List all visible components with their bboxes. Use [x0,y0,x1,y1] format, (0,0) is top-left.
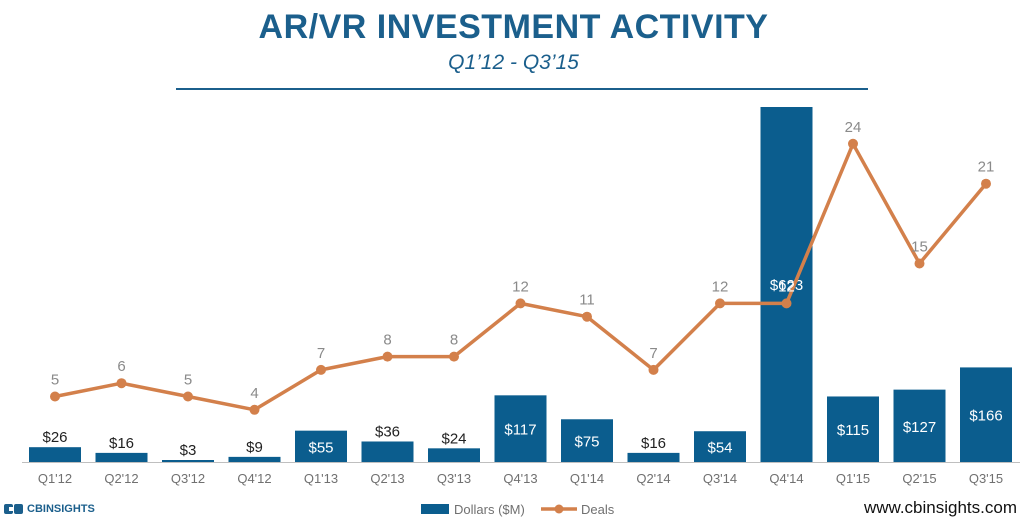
x-tick-label-13: Q2'15 [902,471,936,486]
deals-point-4 [316,364,326,375]
deals-label-0: 5 [51,372,59,389]
bar-14 [960,367,1012,462]
deals-point-12 [848,138,858,149]
deals-point-5 [382,351,393,362]
bar-10 [694,431,746,462]
x-tick-label-4: Q1'13 [304,471,338,486]
deals-label-9: 7 [649,345,657,362]
cbinsights-logo: CBINSIGHTS [4,503,95,515]
x-tick-label-2: Q3'12 [171,471,205,486]
bar-13 [893,389,946,462]
bar-2 [162,460,214,462]
deals-point-9 [648,364,659,375]
x-tick-label-0: Q1'12 [38,471,72,486]
bar-value-label-1: $16 [109,435,134,452]
deals-label-4: 7 [317,345,325,362]
bar-value-label-12: $115 [837,422,869,439]
chart-title: AR/VR INVESTMENT ACTIVITY [258,8,769,46]
bar-value-label-5: $36 [375,423,400,440]
bar-7 [494,395,547,462]
legend-deals-marker [554,504,564,514]
bar-value-label-14: $166 [969,408,1002,425]
bar-1 [95,452,148,462]
deals-label-5: 8 [383,332,391,349]
bar-9 [627,452,680,462]
deals-label-6: 8 [450,332,458,349]
logo-text: CBINSIGHTS [27,503,95,515]
bar-5 [361,441,414,462]
bar-value-label-10: $54 [707,440,732,457]
bar-value-label-7: $117 [504,422,536,439]
deals-point-11 [781,298,792,309]
x-tick-label-9: Q2'14 [636,471,670,486]
chart-subtitle: Q1’12 - Q3’15 [448,51,579,74]
deals-label-14: 21 [978,159,995,176]
bar-value-label-0: $26 [42,429,67,446]
bar-11 [760,107,813,462]
deals-point-3 [249,404,260,415]
deals-point-7 [515,298,526,309]
cbinsights-logo-icon [4,504,23,514]
x-tick-label-1: Q2'12 [104,471,138,486]
deals-label-11: 12 [778,278,795,295]
bar-8 [561,419,613,462]
bar-value-label-9: $16 [641,435,666,452]
x-tick-label-14: Q3'15 [969,471,1003,486]
x-tick-label-10: Q3'14 [703,471,737,486]
title-divider [176,88,868,90]
deals-label-1: 6 [117,358,125,375]
bar-3 [228,456,281,462]
x-tick-label-5: Q2'13 [370,471,404,486]
deals-label-7: 12 [512,278,529,295]
deals-point-6 [449,351,459,362]
bar-4 [295,430,347,462]
deals-point-13 [914,258,925,269]
x-tick-label-6: Q3'13 [437,471,471,486]
bar-0 [29,447,81,462]
legend-deals-label: Deals [581,502,615,517]
x-tick-label-12: Q1'15 [836,471,870,486]
deals-label-13: 15 [911,239,928,256]
deals-point-14 [981,178,991,189]
legend-bars-label: Dollars ($M) [454,502,525,517]
deals-label-10: 12 [712,278,729,295]
deals-label-12: 24 [845,119,862,136]
deals-label-3: 4 [250,385,258,402]
deals-point-0 [50,391,60,402]
bar-value-label-3: $9 [246,439,263,456]
bar-value-label-13: $127 [903,419,936,436]
x-tick-label-11: Q4'14 [769,471,803,486]
bar-value-label-4: $55 [308,439,333,456]
bar-6 [428,448,480,462]
deals-point-1 [116,378,127,389]
x-tick-label-7: Q4'13 [503,471,537,486]
legend-bars-swatch [421,504,449,514]
deals-point-8 [582,311,592,322]
deals-line [54,142,988,412]
deals-label-8: 11 [579,292,595,309]
bar-value-label-2: $3 [180,442,197,459]
deals-point-2 [183,391,193,402]
bar-12 [827,396,879,462]
bar-value-label-8: $75 [574,434,599,451]
bar-value-label-6: $24 [441,430,466,447]
deals-point-10 [715,298,725,309]
x-tick-label-3: Q4'12 [237,471,271,486]
deals-label-2: 5 [184,372,192,389]
x-tick-label-8: Q1'14 [570,471,604,486]
website-link[interactable]: www.cbinsights.com [863,498,1017,517]
